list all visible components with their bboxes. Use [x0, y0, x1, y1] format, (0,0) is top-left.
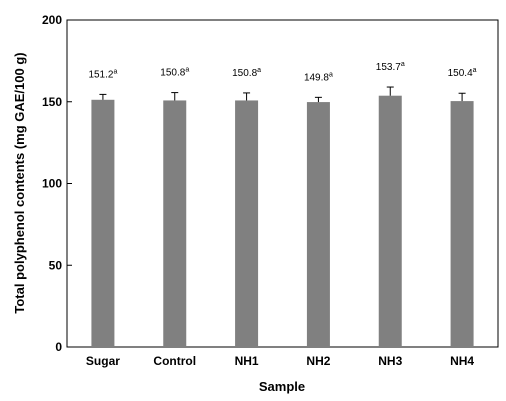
significance-letter: a — [329, 71, 333, 78]
y-tick-label: 150 — [42, 95, 62, 109]
data-label-value: 153.7 — [376, 62, 401, 73]
y-axis-title: Total polyphenol contents (mg GAE/100 g) — [12, 52, 27, 313]
x-tick-label: Sugar — [86, 354, 120, 368]
x-tick-label: NH1 — [235, 354, 259, 368]
data-label: 151.2a — [88, 68, 117, 80]
data-label-value: 149.8 — [304, 72, 329, 83]
data-label-value: 150.4 — [448, 68, 473, 79]
x-axis: Sugar Control NH1 NH2 NH3 NH4 — [86, 354, 474, 368]
significance-letter: a — [473, 67, 477, 74]
data-label-value: 150.8 — [232, 68, 257, 79]
bar — [378, 95, 402, 347]
data-label: 150.8a — [232, 67, 261, 79]
x-tick-label: Control — [153, 354, 196, 368]
data-label-value: 150.8 — [160, 68, 185, 79]
error-bars-group — [99, 86, 466, 103]
data-label: 150.8a — [160, 67, 189, 79]
bar — [91, 99, 115, 348]
data-label: 149.8a — [304, 71, 333, 83]
data-label: 150.4a — [448, 67, 477, 79]
y-tick-label: 200 — [42, 13, 62, 27]
bar — [235, 100, 259, 347]
bar — [306, 102, 330, 348]
significance-letter: a — [185, 67, 189, 74]
plot-frame — [66, 19, 499, 348]
data-label-value: 151.2 — [88, 69, 113, 80]
significance-letter: a — [401, 61, 405, 68]
bars-group — [91, 95, 474, 348]
x-axis-title: Sample — [259, 379, 305, 394]
y-tick-label: 0 — [55, 340, 62, 354]
y-axis: 0 50 100 150 200 — [42, 13, 72, 354]
bar — [450, 101, 474, 347]
x-tick-label: NH3 — [378, 354, 402, 368]
significance-letter: a — [113, 68, 117, 75]
significance-letter: a — [257, 67, 261, 74]
data-label: 153.7a — [376, 61, 405, 73]
bar — [163, 100, 187, 347]
y-tick-label: 100 — [42, 177, 62, 191]
x-tick-label: NH4 — [450, 354, 474, 368]
x-tick-label: NH2 — [306, 354, 330, 368]
y-tick-label: 50 — [49, 258, 63, 272]
plot-area — [66, 19, 499, 348]
